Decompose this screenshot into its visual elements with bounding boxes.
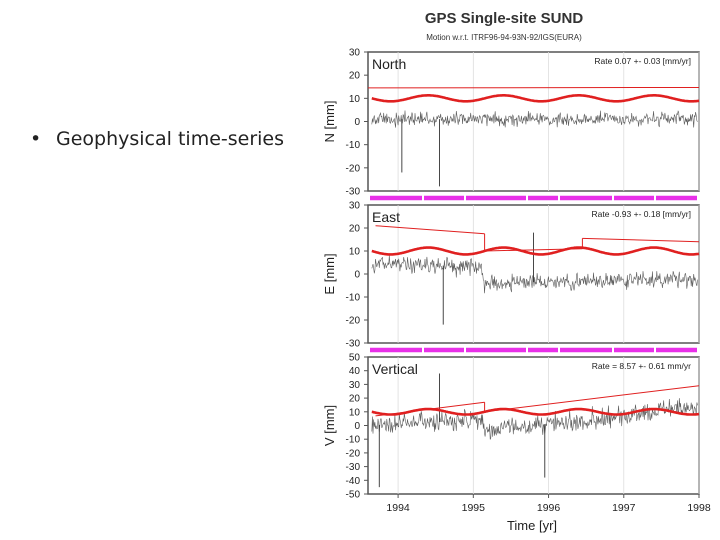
y-tick-label: 10	[349, 407, 361, 418]
y-tick-label: -10	[346, 140, 361, 151]
seasonal-model	[371, 407, 700, 416]
x-tick-label: 1997	[612, 502, 636, 514]
x-tick-label: 1995	[462, 502, 486, 514]
y-tick-label: 30	[349, 201, 361, 212]
y-tick-label: -20	[346, 163, 361, 174]
y-tick-label: -10	[346, 293, 361, 304]
seasonal-model	[371, 246, 700, 256]
chart-title: GPS Single-site SUND	[425, 10, 584, 27]
bullet-symbol: •	[30, 128, 42, 150]
chart-panels: 30 20 10 0 -10 -20 -30 North Rate 0.07 +- 0.03 […	[322, 48, 700, 501]
rate-label: Rate -0.93 +- 0.18 [mm/yr]	[592, 209, 691, 219]
chart-subtitle: Motion w.r.t. ITRF96-94-93N-92/IGS(EURA)	[426, 33, 582, 42]
observed-series	[371, 255, 698, 294]
y-tick-label: -50	[346, 490, 361, 501]
x-tick-label: 1998	[687, 502, 711, 514]
y-tick-label: -40	[346, 476, 361, 487]
panel-label: East	[372, 209, 400, 225]
y-tick-label: 10	[349, 94, 361, 105]
bullet-item: • Geophysical time-series	[30, 128, 284, 150]
rate-label: Rate = 8.57 +- 0.61 mm/yr	[592, 361, 691, 371]
panel-label: Vertical	[372, 361, 418, 377]
y-tick-label: -30	[346, 339, 361, 350]
y-tick-label: -20	[346, 316, 361, 327]
bullet-text: Geophysical time-series	[56, 128, 285, 150]
y-tick-label: -10	[346, 435, 361, 446]
panel-label: North	[372, 56, 406, 72]
trend-line	[484, 385, 700, 413]
panel-north: 30 20 10 0 -10 -20 -30 North Rate 0.07 +- 0.03 […	[322, 48, 700, 201]
x-axis: 1994 1995 1996 1997 1998	[386, 494, 711, 514]
observed-series	[371, 398, 698, 440]
rate-label: Rate 0.07 +- 0.03 [mm/yr]	[594, 56, 691, 66]
y-axis-label: N [mm]	[322, 101, 337, 143]
panel-frame	[367, 51, 700, 192]
y-tick-label: 40	[349, 366, 361, 377]
y-axis-label: V [mm]	[322, 405, 337, 446]
y-tick-label: 0	[354, 270, 360, 281]
y-tick-label: 0	[354, 421, 360, 432]
y-tick-label: 20	[349, 224, 361, 235]
x-axis-label: Time [yr]	[507, 518, 557, 533]
y-tick-label: -20	[346, 448, 361, 459]
x-tick-label: 1994	[386, 502, 410, 514]
y-tick-label: 50	[349, 353, 361, 364]
panel-vertical: 50 40 30 20 10 0 -10 -20 -30 -40 -50 Vertical Rate =…	[322, 353, 700, 501]
trend-line	[375, 225, 485, 235]
y-tick-label: -30	[346, 462, 361, 473]
y-tick-label: 20	[349, 394, 361, 405]
y-axis-label: E [mm]	[322, 253, 337, 294]
x-tick-label: 1996	[537, 502, 561, 514]
y-tick-label: 20	[349, 71, 361, 82]
y-tick-label: 10	[349, 247, 361, 258]
trend-line	[582, 237, 700, 243]
y-tick-label: 30	[349, 380, 361, 391]
observed-series	[371, 110, 698, 128]
y-tick-label: 0	[354, 117, 360, 128]
panel-east: 30 20 10 0 -10 -20 -30 East Rate -0.93 +- 0.18 […	[322, 201, 700, 353]
y-tick-label: -30	[346, 187, 361, 198]
seasonal-model	[371, 94, 700, 103]
y-tick-label: 30	[349, 48, 361, 59]
